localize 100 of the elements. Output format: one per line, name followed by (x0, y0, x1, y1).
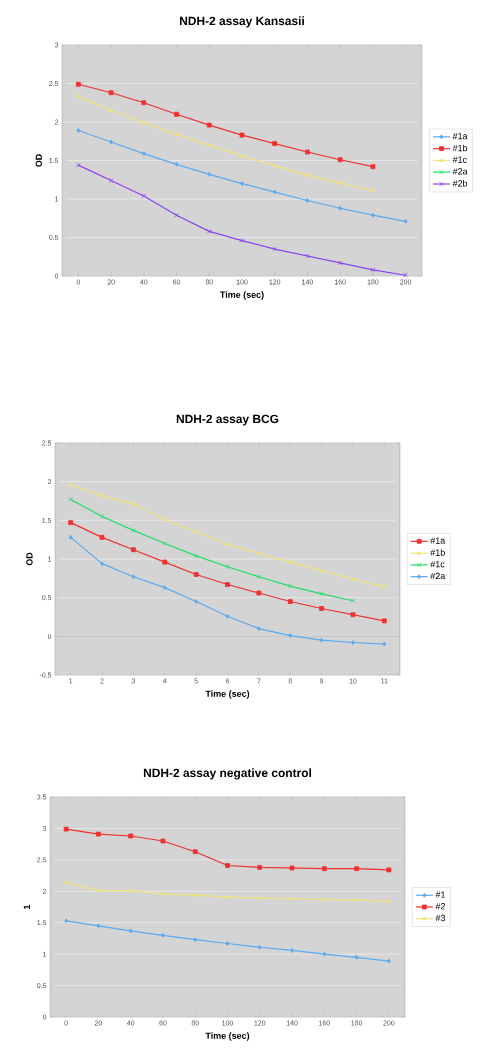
point (109, 139, 113, 145)
point (288, 559, 293, 564)
point (256, 590, 262, 596)
point (288, 633, 293, 638)
point (256, 551, 261, 555)
point (289, 896, 295, 901)
point (287, 583, 293, 589)
point (99, 493, 105, 497)
point (319, 568, 324, 572)
point (100, 561, 104, 567)
point (322, 897, 327, 901)
point (257, 944, 262, 950)
point (131, 501, 136, 506)
point (128, 833, 134, 839)
point (381, 618, 387, 624)
point (370, 188, 376, 192)
point (225, 613, 230, 619)
point (386, 958, 391, 964)
point (75, 81, 81, 87)
point (239, 153, 245, 158)
point (160, 891, 166, 896)
point (64, 880, 69, 884)
chart-title: NDH-2 assay BCG (176, 414, 279, 426)
point (68, 534, 73, 540)
legend-label: #2 (435, 903, 446, 910)
point (305, 149, 310, 155)
point (162, 559, 168, 565)
y-axis-title: OD (35, 154, 42, 167)
point (350, 612, 356, 618)
point (193, 572, 199, 577)
point (370, 164, 376, 170)
point (403, 218, 408, 224)
point (371, 212, 375, 218)
point (192, 849, 198, 855)
point (108, 178, 114, 183)
point (64, 918, 69, 924)
point (193, 553, 199, 559)
point (225, 894, 230, 899)
point (161, 932, 165, 938)
point (174, 161, 179, 167)
chart-title: NDH-2 assay negative control (143, 768, 311, 780)
point (162, 541, 168, 546)
point (382, 584, 387, 589)
point (319, 606, 324, 611)
point (141, 120, 146, 125)
point (68, 520, 74, 526)
point (305, 253, 310, 259)
point (337, 157, 343, 163)
point (351, 640, 355, 645)
legend-label: #2b (452, 180, 468, 187)
point (194, 529, 199, 534)
point (354, 897, 359, 902)
point (305, 198, 310, 203)
point (174, 111, 179, 117)
point (322, 951, 327, 957)
point (272, 141, 278, 146)
point (321, 866, 327, 872)
point (225, 863, 230, 868)
point (193, 937, 198, 943)
point (239, 132, 245, 138)
legend-label: #1b (452, 144, 468, 152)
point (108, 90, 114, 96)
legend-label: #1a (430, 537, 446, 544)
point (96, 888, 101, 893)
point (225, 541, 230, 546)
y-axis-title: OD (26, 552, 33, 566)
point (256, 574, 262, 580)
legend-label: #3 (435, 914, 446, 922)
point (257, 865, 263, 870)
legend-label: #1c (430, 561, 445, 568)
legend-label: #1c (452, 156, 467, 163)
point (162, 517, 167, 521)
point (96, 923, 101, 929)
point (174, 212, 179, 218)
point (225, 582, 230, 587)
point (108, 108, 114, 112)
point (194, 599, 199, 604)
point (206, 122, 212, 128)
point (76, 94, 81, 98)
point (68, 482, 73, 487)
point (338, 205, 343, 211)
point (131, 547, 136, 553)
point (128, 888, 133, 893)
point (160, 838, 166, 844)
point (354, 954, 359, 960)
x-axis-title: Time (sec) (220, 291, 264, 300)
point (350, 576, 356, 581)
chart-title: NDH-2 assay Kansasii (180, 16, 304, 28)
point (256, 626, 261, 631)
point (287, 599, 293, 604)
legend-label: #1 (435, 891, 446, 898)
point (386, 898, 391, 903)
point (354, 866, 359, 872)
point (131, 574, 136, 580)
point (305, 172, 310, 177)
point (239, 238, 245, 243)
point (272, 189, 277, 195)
point (207, 171, 212, 177)
point (206, 228, 212, 234)
point (290, 947, 294, 953)
